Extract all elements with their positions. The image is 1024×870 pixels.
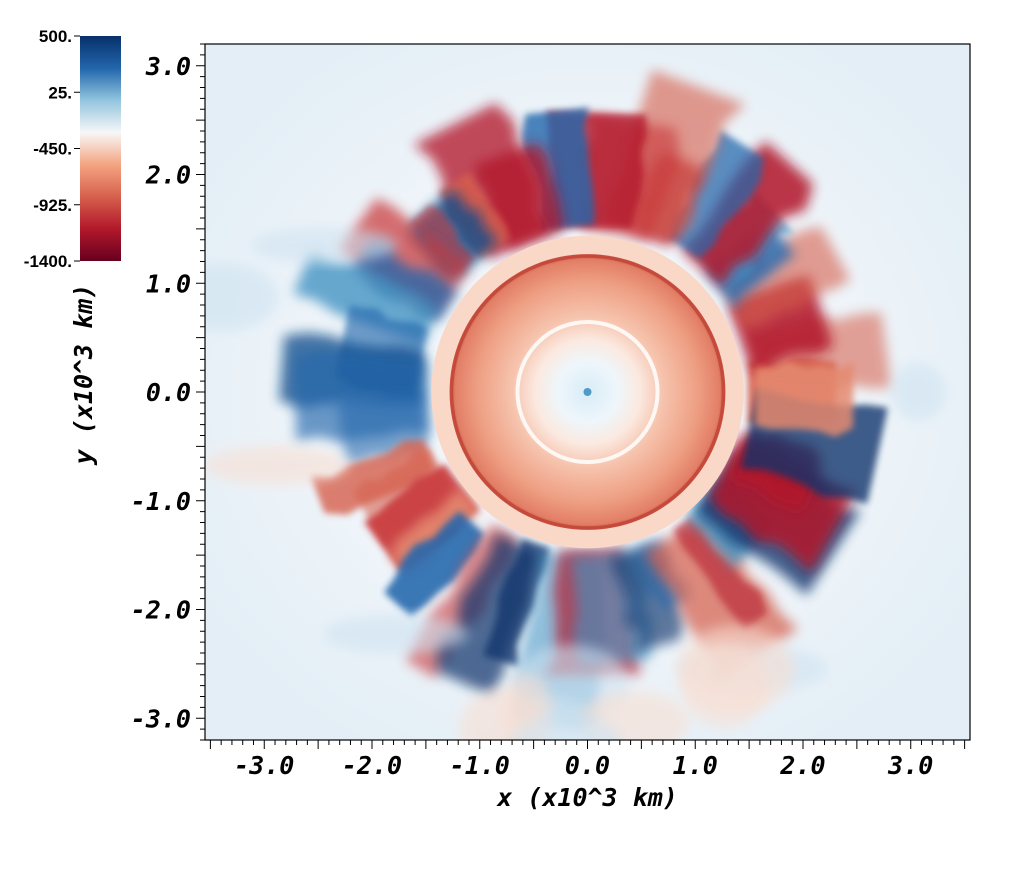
colorbar-gradient: [80, 36, 121, 261]
x-tick-label: -3.0: [234, 751, 294, 780]
plume-blue: [384, 511, 485, 617]
plume-red: [681, 141, 814, 288]
y-axis: -3.0 -2.0 -1.0 0.0 1.0 2.0 3.0: [131, 43, 205, 741]
heatmap-plot: [205, 44, 970, 740]
colorbar-tick-label: 500.: [39, 27, 72, 46]
y-tick-label: -3.0: [131, 704, 191, 733]
colorbar-tick-label: -925.: [33, 196, 72, 215]
y-tick-label: -2.0: [131, 596, 191, 625]
plume-red: [673, 516, 768, 630]
shell-edge-ring: [450, 254, 725, 530]
outer-patch: [205, 445, 349, 486]
outer-patch: [323, 614, 468, 654]
x-axis: -3.0 -2.0 -1.0 0.0 1.0 2.0 3.0: [209, 740, 966, 780]
x-tick-label: 3.0: [887, 751, 933, 780]
outer-patch: [890, 362, 946, 422]
plume-blue: [521, 107, 595, 231]
plume-blue: [351, 241, 458, 320]
plume-blue: [667, 130, 764, 259]
outer-patch: [251, 227, 398, 264]
x-tick-label: 0.0: [565, 751, 610, 780]
plume-red: [408, 204, 475, 274]
core-dot: [583, 388, 592, 396]
colorbar-ticks: 500. 25. -450. -925. -1400.: [24, 27, 80, 271]
colorbar-tick-label: -450.: [33, 140, 72, 159]
colorbar: 500. 25. -450. -925. -1400.: [24, 27, 121, 271]
y-axis-title: y (x10^3 km): [69, 284, 98, 467]
plume-field: [205, 69, 946, 740]
plume-red: [310, 439, 436, 515]
plume-red: [754, 361, 854, 437]
y-tick-label: 2.0: [145, 161, 191, 190]
y-tick-label: 0.0: [146, 378, 191, 407]
plume-red: [720, 226, 851, 329]
y-tick-label: -1.0: [131, 487, 191, 516]
outer-patch: [205, 263, 279, 331]
x-tick-label: 1.0: [673, 751, 718, 780]
y-tick-label: 1.0: [146, 269, 191, 298]
y-tick-label: 3.0: [145, 52, 191, 81]
plume-red: [364, 464, 480, 572]
colorbar-tick-label: -1400.: [24, 252, 72, 271]
outer-patch: [676, 625, 795, 712]
inner-ring: [515, 319, 660, 465]
x-tick-label: -1.0: [450, 751, 510, 780]
outer-patch: [509, 713, 623, 740]
plume-red: [413, 103, 551, 260]
x-tick-label: -2.0: [342, 751, 402, 780]
x-axis-title: x (x10^3 km): [496, 783, 678, 812]
colorbar-tick-label: 25.: [48, 83, 72, 102]
x-tick-label: 2.0: [779, 751, 825, 780]
plume-blue: [483, 538, 550, 667]
